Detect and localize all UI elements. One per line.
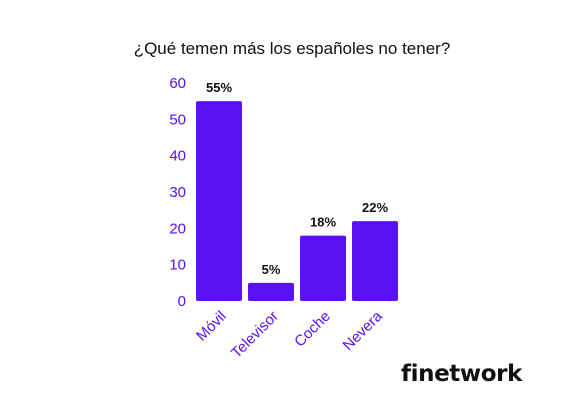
- data-label: 22%: [362, 200, 388, 215]
- chart-title: ¿Qué temen más los españoles no tener?: [134, 39, 451, 58]
- bar: [300, 235, 346, 301]
- y-tick-label: 40: [169, 148, 186, 165]
- bar: [352, 221, 398, 301]
- y-tick-label: 30: [169, 184, 186, 201]
- y-tick-label: 50: [169, 111, 186, 128]
- finetwork-logo: finetwork: [401, 361, 522, 387]
- data-label: 18%: [310, 215, 336, 230]
- data-label: 55%: [206, 80, 232, 95]
- x-category-label: Televisor: [228, 308, 282, 362]
- y-axis-ticks: 0 10 20 30 40 50 60: [169, 75, 186, 310]
- x-category-label: Móvil: [193, 308, 230, 345]
- y-tick-label: 60: [169, 75, 186, 92]
- y-tick-label: 0: [178, 293, 186, 310]
- bar: [196, 101, 242, 302]
- y-tick-label: 20: [169, 220, 186, 237]
- bar: [248, 282, 294, 301]
- bars: [196, 101, 398, 302]
- x-category-label: Nevera: [340, 307, 387, 354]
- data-labels: 55% 5% 18% 22%: [206, 80, 388, 277]
- y-tick-label: 10: [169, 257, 186, 274]
- x-category-label: Coche: [291, 308, 334, 351]
- data-label: 5%: [262, 262, 281, 277]
